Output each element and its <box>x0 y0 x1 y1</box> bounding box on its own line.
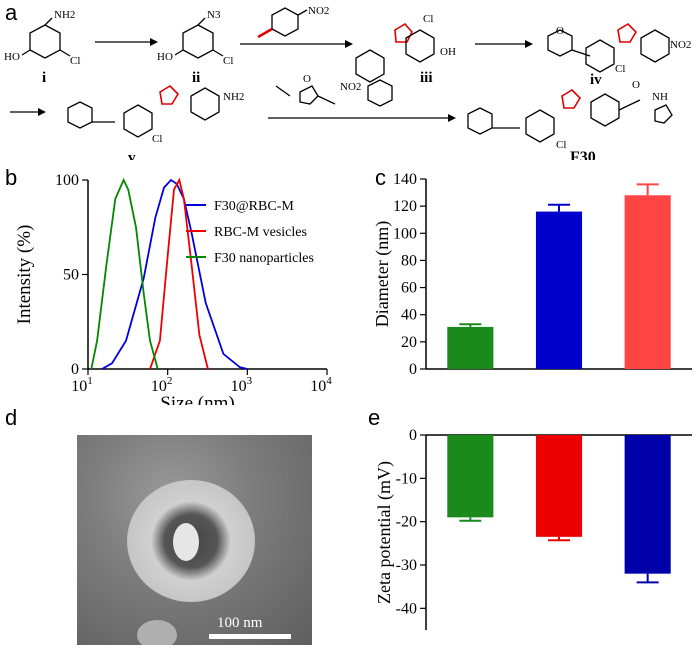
chloro-label-v: Cl <box>152 133 162 145</box>
compound-label-ii: ii <box>192 70 200 86</box>
y-tick-label: -40 <box>396 600 417 617</box>
debris-particle <box>137 620 177 645</box>
scale-bar <box>209 634 291 639</box>
arrow-3-head <box>525 40 533 48</box>
chloro-label-ii: Cl <box>223 55 233 67</box>
reagent-nitrophenylacetylene: NO2 <box>257 5 329 39</box>
urea-nh-label: NH <box>652 91 668 103</box>
chloro-label-f30: Cl <box>556 139 566 151</box>
chloro-label-iv: Cl <box>615 63 625 75</box>
morpholine-oxygen-label: O <box>556 25 564 37</box>
y-axis-label: Zeta potential (mV) <box>374 461 395 604</box>
size-distribution-chart: 0 50 100 101 102 103 104 Size (nm) Intensity (%)… <box>14 172 332 405</box>
y-tick-label: 100 <box>393 225 417 242</box>
compound-label-iii: iii <box>420 70 433 86</box>
vesicle-core <box>173 523 199 561</box>
y-tick-label: 20 <box>401 334 417 351</box>
x-tick-label: 104 <box>310 375 332 395</box>
synthesis-scheme: NH2 Cl HO i N3 Cl HO ii NO2 <box>4 5 691 160</box>
compound-label-f30: F30 <box>570 149 596 160</box>
compound-iv: O NO2 Cl iv <box>547 22 691 88</box>
panel-label-a: a <box>5 0 18 25</box>
y-tick-label: 60 <box>401 280 417 297</box>
chloro-label-iii: Cl <box>423 13 433 25</box>
tem-micrograph: 100 nm <box>77 435 312 645</box>
x-tick-label: 102 <box>151 375 173 395</box>
legend-label: F30 nanoparticles <box>214 251 314 266</box>
legend-label: RBC-M vesicles <box>214 225 307 240</box>
y-tick-label: 50 <box>63 267 79 284</box>
y-tick-label: 40 <box>401 307 417 324</box>
bar <box>447 326 494 369</box>
bar <box>624 195 671 369</box>
hydroxy-label-ii: HO <box>157 51 173 63</box>
x-axis-label: Size (nm) <box>160 393 234 405</box>
legend-label: F30@RBC-M <box>214 199 294 214</box>
panel-label-c: c <box>375 165 386 190</box>
compound-ii: N3 Cl HO ii <box>157 9 233 86</box>
y-tick-label: -10 <box>396 470 417 487</box>
amine-label-v: NH2 <box>223 91 244 103</box>
y-tick-label: 0 <box>409 361 417 378</box>
x-tick-label: 101 <box>71 375 93 395</box>
bar <box>535 435 583 537</box>
panel-label-d: d <box>5 405 18 430</box>
compound-label-v: v <box>128 150 136 160</box>
diameter-bar-chart: 0 20 40 60 80 100 120 140 Diameter (nm) <box>372 171 692 378</box>
hydroxy-label: HO <box>4 51 20 63</box>
panel-label-e: e <box>368 405 381 430</box>
arrow-1-head <box>150 38 158 46</box>
y-tick-label: 140 <box>393 171 417 188</box>
series-line <box>101 178 248 370</box>
compound-label-i: i <box>42 70 46 86</box>
reagent-carbamate: O <box>275 73 393 107</box>
amine-label: NH2 <box>54 9 75 21</box>
y-tick-label: 0 <box>71 361 79 378</box>
nitro-label-reagent: NO2 <box>308 5 329 17</box>
y-tick-label: 80 <box>401 252 417 269</box>
series-line <box>149 177 209 370</box>
azide-label: N3 <box>207 9 221 21</box>
bar <box>535 211 583 369</box>
compound-iii: Cl OH NO2 iii <box>340 13 456 93</box>
scale-bar-label: 100 nm <box>217 615 263 631</box>
compound-f30: O NH Cl F30 <box>467 79 673 160</box>
y-tick-label: 100 <box>55 172 79 189</box>
arrow-5-head <box>448 114 456 122</box>
y-tick-label: 0 <box>409 427 417 444</box>
y-tick-label: 120 <box>393 198 417 215</box>
x-tick-label: 103 <box>231 375 253 395</box>
nitro-label-iv: NO2 <box>670 39 691 51</box>
y-tick-label: -20 <box>396 514 417 531</box>
y-tick-label: -30 <box>396 557 417 574</box>
compound-i: NH2 Cl HO i <box>4 9 80 86</box>
arrow-2-head <box>345 40 353 48</box>
series-line <box>90 177 159 370</box>
arrow-4-head <box>38 108 46 116</box>
hydroxy-label-iii: OH <box>440 46 456 58</box>
compound-v: NH2 Cl v <box>67 84 244 160</box>
panel-label-b: b <box>5 165 18 190</box>
chloro-label: Cl <box>70 55 80 67</box>
nitro-label-iii: NO2 <box>340 81 361 93</box>
compound-label-iv: iv <box>590 72 602 88</box>
y-axis-label: Diameter (nm) <box>372 221 393 327</box>
urea-oxygen-label: O <box>632 79 640 91</box>
bar <box>447 435 494 518</box>
y-axis-label: Intensity (%) <box>14 225 35 325</box>
bar <box>624 435 671 574</box>
isoxazole-oxygen-label: O <box>303 73 311 85</box>
